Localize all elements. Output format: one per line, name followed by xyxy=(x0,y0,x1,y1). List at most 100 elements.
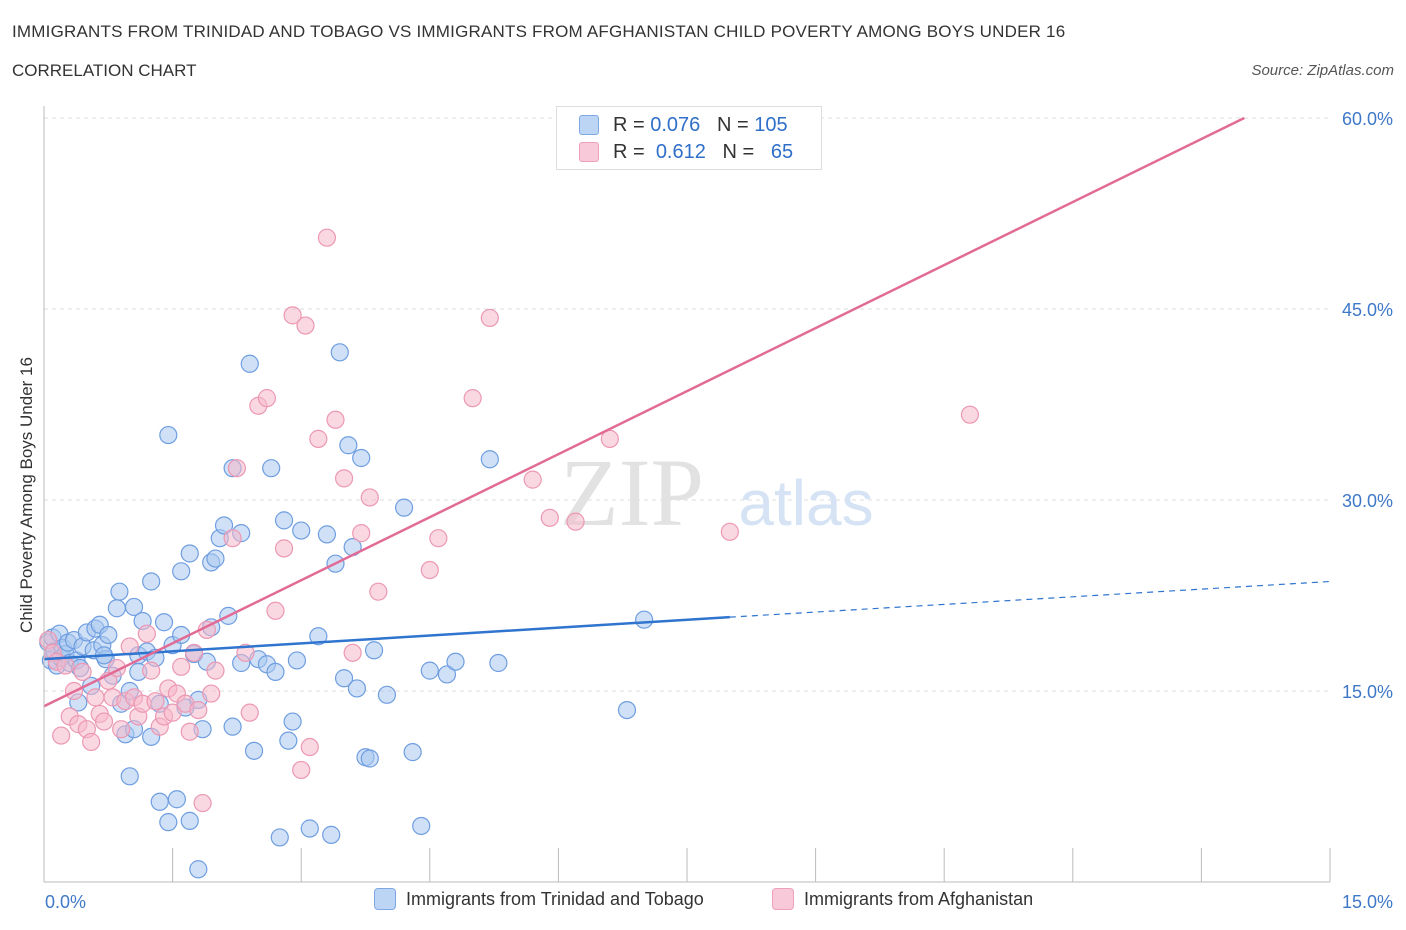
data-point xyxy=(244,741,264,760)
data-point xyxy=(292,521,311,540)
stats-r-label: R = xyxy=(613,140,645,163)
watermark-zip: ZIP xyxy=(560,439,704,546)
stats-n-value: 105 xyxy=(754,113,788,136)
data-point xyxy=(73,662,92,682)
data-point xyxy=(56,656,75,675)
data-point xyxy=(172,562,191,581)
data-point xyxy=(334,669,354,688)
data-point xyxy=(227,459,246,478)
data-point xyxy=(270,828,289,847)
data-point xyxy=(364,641,384,660)
trend-lines xyxy=(43,116,1331,708)
data-point xyxy=(377,685,397,704)
trend-line-trinidad xyxy=(43,615,730,661)
data-point xyxy=(202,684,221,703)
legend-swatch-pink xyxy=(772,888,794,910)
data-point xyxy=(352,524,371,543)
data-point xyxy=(283,306,302,325)
data-point xyxy=(446,652,465,671)
data-point xyxy=(437,665,457,684)
stats-legend: R = 0.076 N = 105 R = 0.612 N = 65 xyxy=(556,106,822,170)
data-point xyxy=(540,508,559,527)
data-point xyxy=(150,792,169,811)
data-point xyxy=(82,732,101,752)
legend-swatch-pink xyxy=(579,142,599,162)
data-point xyxy=(360,488,379,507)
x-tick-label: 15.0% xyxy=(1342,892,1393,912)
data-point xyxy=(240,354,259,373)
data-point xyxy=(635,610,654,629)
data-point xyxy=(420,560,439,580)
axes xyxy=(43,106,1331,883)
data-point xyxy=(124,597,144,617)
y-tick-labels: 15.0% 30.0% 45.0% 60.0% xyxy=(1342,109,1393,702)
data-point xyxy=(99,625,118,645)
data-point xyxy=(300,819,319,838)
grid-lines xyxy=(44,117,1330,692)
data-point xyxy=(309,429,328,448)
data-point xyxy=(146,692,165,711)
data-point xyxy=(617,700,637,720)
data-point xyxy=(300,737,319,757)
y-axis-label: Child Poverty Among Boys Under 16 xyxy=(17,357,36,633)
data-point xyxy=(429,529,448,548)
data-point xyxy=(412,816,431,836)
data-point xyxy=(274,539,294,558)
data-point xyxy=(292,760,311,780)
data-point xyxy=(189,700,208,720)
data-point xyxy=(266,601,285,620)
data-point xyxy=(274,511,294,530)
data-point xyxy=(287,651,307,670)
chart-subtitle: CORRELATION CHART xyxy=(12,61,197,80)
data-point xyxy=(206,549,225,568)
data-point xyxy=(720,522,739,541)
data-point xyxy=(394,498,414,517)
chart-title: IMMIGRANTS FROM TRINIDAD AND TOBAGO VS I… xyxy=(12,22,1066,41)
data-point xyxy=(266,662,285,682)
source-label: Source: ZipAtlas.com xyxy=(1251,62,1394,79)
data-point xyxy=(489,653,508,673)
data-point xyxy=(120,767,139,786)
data-point xyxy=(159,425,178,445)
legend-label: Immigrants from Trinidad and Tobago xyxy=(406,888,704,909)
y-tick-label: 60.0% xyxy=(1342,109,1393,129)
data-point xyxy=(236,643,255,662)
data-point xyxy=(137,624,156,643)
x-tick-labels: 0.0% 15.0% xyxy=(45,892,1393,912)
data-point xyxy=(480,308,499,328)
data-point xyxy=(240,703,259,722)
data-point xyxy=(566,512,585,531)
data-point xyxy=(107,599,126,618)
data-point xyxy=(172,657,191,676)
data-point xyxy=(214,516,234,535)
data-point xyxy=(600,429,619,448)
data-point xyxy=(309,627,328,646)
data-point xyxy=(960,405,980,424)
data-point xyxy=(180,722,199,741)
stats-r-value: 0.612 xyxy=(655,140,706,163)
data-point xyxy=(330,343,349,362)
data-point xyxy=(326,410,345,429)
stats-n-label: N = xyxy=(716,113,749,136)
data-point xyxy=(480,450,499,469)
data-point xyxy=(223,529,242,548)
data-point xyxy=(159,813,178,832)
data-point xyxy=(154,613,174,632)
data-point xyxy=(352,448,371,468)
data-point xyxy=(257,389,277,408)
data-point xyxy=(112,720,131,739)
legend-swatch-blue xyxy=(579,115,599,135)
y-tick-label: 45.0% xyxy=(1342,300,1393,320)
data-point xyxy=(193,793,212,813)
legend-swatch-blue xyxy=(374,888,396,910)
data-point xyxy=(180,811,199,830)
y-tick-label: 15.0% xyxy=(1342,682,1393,702)
legend-item-afghanistan: Immigrants from Afghanistan xyxy=(772,888,1033,910)
stats-r-label: R = xyxy=(613,113,645,136)
data-point xyxy=(279,731,298,750)
stats-row-trinidad: R = 0.076 N = 105 xyxy=(579,112,788,138)
trend-line-trinidad-extension xyxy=(729,580,1331,618)
data-point xyxy=(52,726,71,745)
stats-row-afghanistan: R = 0.612 N = 65 xyxy=(579,139,793,165)
